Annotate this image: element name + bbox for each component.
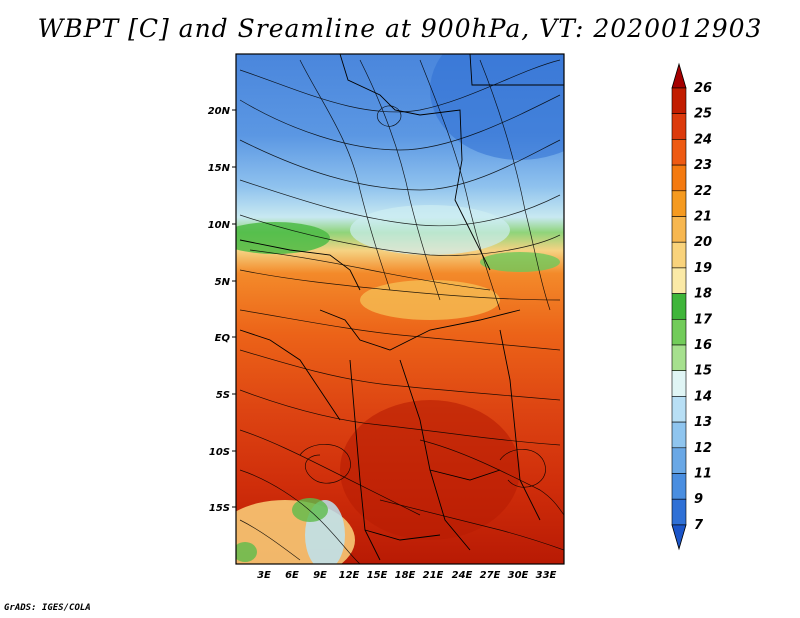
lon-tick: 12E — [339, 570, 360, 581]
country-borders — [239, 54, 564, 561]
colorbar-swatch — [671, 267, 687, 294]
colorbar-label: 18 — [694, 287, 712, 302]
lat-tick: EQ — [215, 333, 231, 344]
colorbar-label: 25 — [694, 107, 712, 122]
lat-tick-marks — [232, 109, 236, 508]
streamlines — [239, 59, 564, 564]
colorbar-swatch — [671, 241, 687, 269]
colorbar-swatch — [671, 164, 687, 192]
lon-tick: 30E — [508, 570, 529, 581]
colorbar-label: 26 — [694, 81, 712, 96]
colorbar-label: 13 — [694, 415, 712, 430]
colorbar-label: 11 — [694, 467, 712, 482]
colorbar-swatch — [671, 344, 687, 372]
footer-credit: GrADS: IGES/COLA — [4, 603, 91, 613]
lon-tick: 24E — [452, 570, 473, 581]
colorbar-label: 23 — [694, 158, 712, 173]
colorbar-swatch — [671, 318, 687, 346]
lon-tick: 9E — [313, 570, 327, 581]
lat-tick: 15S — [209, 503, 230, 514]
lon-tick: 33E — [536, 570, 557, 581]
colorbar-label: 12 — [694, 441, 712, 456]
colorbar-label: 21 — [694, 210, 712, 225]
lat-ticks: 20N 15N 10N 5N EQ 5S 10S 15S — [208, 106, 231, 514]
colorbar-label: 16 — [694, 338, 712, 353]
colorbar-label: 22 — [694, 184, 712, 199]
colorbar-label: 9 — [694, 492, 703, 507]
colorbar-label: 14 — [694, 389, 712, 404]
colorbar-swatch — [671, 370, 687, 397]
wbpt-field — [236, 54, 564, 564]
colorbar-swatch — [671, 473, 687, 500]
colorbar-label: 20 — [694, 235, 712, 250]
lat-tick: 10S — [209, 447, 230, 458]
colorbar-swatch — [671, 498, 687, 526]
lon-tick: 27E — [480, 570, 501, 581]
colorbar-swatch — [671, 421, 687, 449]
colorbar-label: 19 — [694, 261, 712, 276]
colorbar-arrow-bottom — [671, 524, 687, 551]
colorbar-label: 15 — [694, 364, 712, 379]
lat-tick: 5S — [216, 390, 230, 401]
lon-tick: 6E — [285, 570, 299, 581]
colorbar-swatch — [671, 139, 687, 166]
colorbar-labels: 26 25 24 23 22 21 20 19 18 17 16 15 14 13 12 11 9 7 — [694, 81, 713, 533]
lon-tick: 3E — [257, 570, 271, 581]
colorbar-swatch — [671, 216, 687, 243]
colorbar-swatch — [671, 190, 687, 217]
lon-tick: 18E — [395, 570, 416, 581]
map-title: WBPT [C] and Sreamline at 900hPa, VT: 20… — [37, 14, 763, 43]
colorbar-arrow-top — [671, 62, 687, 89]
colorbar-swatch — [671, 87, 687, 115]
lat-tick: 10N — [208, 220, 231, 231]
lat-tick: 20N — [208, 106, 231, 117]
colorbar-label: 7 — [694, 518, 704, 533]
colorbar-swatch — [671, 396, 687, 423]
lat-tick: 5N — [215, 277, 231, 288]
colorbar-swatch — [671, 447, 687, 474]
map-frame — [235, 53, 565, 565]
colorbar-swatch — [671, 293, 687, 320]
lat-tick: 15N — [208, 163, 231, 174]
lon-tick: 21E — [423, 570, 444, 581]
lon-ticks: 3E 6E 9E 12E 15E 18E 21E 24E 27E 30E 33E — [257, 570, 556, 581]
colorbar-label: 17 — [694, 312, 713, 327]
lon-tick: 15E — [367, 570, 388, 581]
colorbar-label: 24 — [694, 132, 712, 147]
colorbar-swatch — [671, 113, 687, 140]
colorbar — [671, 62, 687, 551]
